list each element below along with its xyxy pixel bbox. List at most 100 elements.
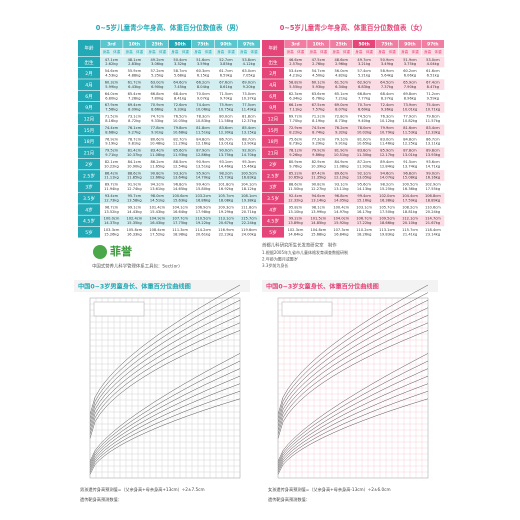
- weight-value: 9.32kg: [335, 130, 347, 134]
- weight-value: 2.57kg: [289, 62, 301, 66]
- age-label: 15月: [84, 128, 94, 134]
- height-value: 76.5cm: [173, 115, 187, 119]
- weight-value: 20.67kg: [219, 221, 234, 225]
- height-value: 89.4cm: [380, 160, 394, 164]
- height-value: 72.4cm: [380, 103, 394, 107]
- weight-value: 4.50kg: [312, 74, 324, 78]
- weight-value: 16.92kg: [219, 187, 234, 191]
- weight-value: 7.45kg: [174, 85, 186, 89]
- formula: 女孩遗传身高预测值=（父亲身高+母亲身高-13cm）÷2±6.0cm: [268, 486, 391, 493]
- height-value: 88.5cm: [173, 160, 187, 164]
- weight-value: 15.26kg: [104, 232, 119, 236]
- height-value: 58.8cm: [289, 81, 303, 85]
- height-value: 69.0cm: [335, 103, 349, 107]
- weight-value: 10.02kg: [357, 130, 372, 134]
- height-value: 60.3cm: [196, 69, 210, 73]
- height-value: 54.6cm: [105, 69, 119, 73]
- weight-value: 11.94kg: [104, 187, 119, 191]
- weight-value: 14.97kg: [334, 210, 349, 214]
- row-band: [284, 136, 445, 147]
- sub-header-label: 身高: [309, 49, 317, 54]
- weight-value: 18.81kg: [403, 210, 418, 214]
- height-value: 64.5cm: [380, 81, 394, 85]
- height-value: 86.2cm: [151, 160, 165, 164]
- row-band: [100, 147, 261, 159]
- weight-value: 13.61kg: [150, 187, 165, 191]
- percentile-header: [123, 40, 146, 48]
- height-value: 83.4cm: [151, 149, 165, 153]
- height-value: 98.2cm: [380, 183, 394, 187]
- weight-value: 12.66kg: [150, 176, 165, 180]
- height-value: 83.8cm: [357, 149, 371, 153]
- growth-curve: [277, 292, 429, 419]
- weight-value: 14.13kg: [357, 187, 372, 191]
- chart-header: [262, 280, 438, 292]
- height-value: 79.6cm: [426, 115, 440, 119]
- weight-value: 14.46kg: [219, 164, 234, 168]
- weight-value: 13.15kg: [242, 130, 257, 134]
- row-band: [100, 215, 261, 227]
- growth-curve: [277, 307, 429, 427]
- height-value: 48.6cm: [335, 58, 349, 62]
- growth-curve: [277, 299, 429, 423]
- weight-value: 8.69kg: [358, 108, 370, 112]
- height-value: 58.9cm: [380, 69, 394, 73]
- weight-value: 14.65kg: [173, 187, 188, 191]
- age-cell: [78, 124, 100, 136]
- weight-value: 8.04kg: [197, 85, 209, 89]
- height-value: 73.9cm: [403, 103, 417, 107]
- height-value: 65.9cm: [403, 81, 417, 85]
- logo: 菲誉: [110, 244, 133, 258]
- corner-label: 年龄: [85, 45, 94, 52]
- height-value: 104.0cm: [333, 217, 349, 221]
- percentile-label: 10th: [313, 42, 324, 48]
- chart-header: [74, 280, 250, 292]
- weight-value: 9.81kg: [128, 142, 140, 146]
- weight-value: 21.41kg: [403, 232, 418, 236]
- age-label: 3.5岁: [83, 195, 95, 202]
- weight-value: 10.22kg: [104, 164, 119, 168]
- weight-value: 8.16kg: [105, 119, 117, 123]
- height-value: 70.7cm: [357, 103, 371, 107]
- weight-value: 13.90kg: [242, 142, 257, 146]
- row-band: [284, 192, 445, 204]
- weight-value: 7.28kg: [128, 96, 140, 100]
- height-value: 70.0cm: [196, 92, 210, 96]
- weight-value: 12.16kg: [196, 142, 211, 146]
- percentile-header: [191, 40, 215, 48]
- weight-value: 14.51kg: [150, 198, 165, 202]
- table-title: 0~5岁儿童青少年身高、体重百分位数值表（男）: [96, 23, 243, 32]
- age-cell: [78, 102, 100, 113]
- weight-value: 10.75kg: [219, 108, 234, 112]
- height-value: 60.2cm: [403, 69, 417, 73]
- age-cell: [262, 56, 284, 68]
- sub-header-label: 体重: [297, 49, 305, 54]
- age-cell: [78, 204, 100, 215]
- percentile-label: 3rd: [107, 42, 115, 48]
- height-value: 98.2cm: [219, 171, 233, 175]
- height-value: 54.7cm: [312, 69, 326, 73]
- height-value: 83.4cm: [426, 126, 440, 130]
- weight-value: 11.08kg: [150, 153, 165, 157]
- weight-value: 6.59kg: [220, 74, 232, 78]
- height-value: 78.1cm: [289, 149, 303, 153]
- height-value: 95.9cm: [196, 171, 210, 175]
- weight-value: 3.85kg: [220, 62, 232, 66]
- weight-value: 13.01kg: [219, 142, 234, 146]
- height-value: 114.7cm: [425, 217, 441, 221]
- age-label: 4岁: [85, 206, 93, 213]
- weight-value: 11.85kg: [127, 176, 142, 180]
- weight-value: 8.09kg: [128, 108, 140, 112]
- note-item: 1.根据2005年九省市儿童体格发育调查数据研制: [262, 249, 348, 255]
- weight-value: 13.14kg: [311, 198, 326, 202]
- height-value: 55.9cm: [128, 69, 142, 73]
- sub-header-label: 身高: [194, 49, 202, 54]
- weight-value: 9.27kg: [128, 130, 140, 134]
- height-value: 78.3cm: [196, 115, 210, 119]
- height-value: 102.3cm: [288, 228, 304, 232]
- sub-header-label: 体重: [251, 49, 259, 54]
- weight-value: 8.72kg: [128, 119, 140, 123]
- height-value: 81.9cm: [335, 149, 349, 153]
- height-value: 76.1cm: [128, 126, 142, 130]
- height-value: 80.0cm: [219, 115, 233, 119]
